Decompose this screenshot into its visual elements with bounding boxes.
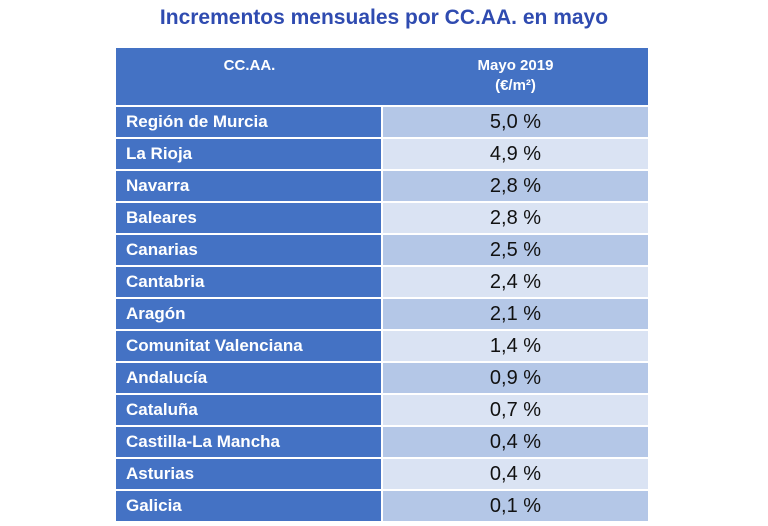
region-cell: Cantabria bbox=[116, 267, 383, 297]
chart-title: Incrementos mensuales por CC.AA. en mayo bbox=[159, 6, 609, 29]
table-row: Asturias 0,4 % bbox=[116, 459, 648, 491]
value-cell: 0,4 % bbox=[383, 459, 648, 489]
table-row: Castilla-La Mancha 0,4 % bbox=[116, 427, 648, 459]
value-cell: 2,1 % bbox=[383, 299, 648, 329]
value-cell: 1,4 % bbox=[383, 331, 648, 361]
region-cell: La Rioja bbox=[116, 139, 383, 169]
table-row: Aragón 2,1 % bbox=[116, 299, 648, 331]
table-row: Canarias 2,5 % bbox=[116, 235, 648, 267]
value-cell: 2,8 % bbox=[383, 203, 648, 233]
value-cell: 2,5 % bbox=[383, 235, 648, 265]
table-row: Navarra 2,8 % bbox=[116, 171, 648, 203]
region-cell: Cataluña bbox=[116, 395, 383, 425]
table-body: Región de Murcia 5,0 % La Rioja 4,9 % Navarr… bbox=[116, 107, 648, 521]
table-header-row: CC.AA. Mayo 2019 (€/m²) bbox=[116, 48, 648, 107]
header-value: Mayo 2019 (€/m²) bbox=[383, 48, 648, 105]
table-row: Comunitat Valenciana 1,4 % bbox=[116, 331, 648, 363]
header-value-line2: (€/m²) bbox=[495, 77, 536, 94]
table-row: Andalucía 0,9 % bbox=[116, 363, 648, 395]
region-cell: Navarra bbox=[116, 171, 383, 201]
region-cell: Región de Murcia bbox=[116, 107, 383, 137]
region-cell: Baleares bbox=[116, 203, 383, 233]
value-cell: 4,9 % bbox=[383, 139, 648, 169]
region-cell: Asturias bbox=[116, 459, 383, 489]
table-row: Región de Murcia 5,0 % bbox=[116, 107, 648, 139]
region-cell: Castilla-La Mancha bbox=[116, 427, 383, 457]
region-cell: Andalucía bbox=[116, 363, 383, 393]
value-cell: 5,0 % bbox=[383, 107, 648, 137]
region-cell: Galicia bbox=[116, 491, 383, 521]
value-cell: 0,7 % bbox=[383, 395, 648, 425]
value-cell: 0,1 % bbox=[383, 491, 648, 521]
value-cell: 2,4 % bbox=[383, 267, 648, 297]
value-cell: 2,8 % bbox=[383, 171, 648, 201]
header-region: CC.AA. bbox=[223, 57, 276, 74]
increments-table: CC.AA. Mayo 2019 (€/m²) Región de Murcia… bbox=[116, 48, 648, 521]
region-cell: Comunitat Valenciana bbox=[116, 331, 383, 361]
table-row: Cataluña 0,7 % bbox=[116, 395, 648, 427]
region-cell: Aragón bbox=[116, 299, 383, 329]
value-cell: 0,9 % bbox=[383, 363, 648, 393]
table-row: Baleares 2,8 % bbox=[116, 203, 648, 235]
table-row: Cantabria 2,4 % bbox=[116, 267, 648, 299]
region-cell: Canarias bbox=[116, 235, 383, 265]
table-row: Galicia 0,1 % bbox=[116, 491, 648, 521]
value-cell: 0,4 % bbox=[383, 427, 648, 457]
table-row: La Rioja 4,9 % bbox=[116, 139, 648, 171]
header-value-line1: Mayo 2019 bbox=[477, 57, 554, 74]
